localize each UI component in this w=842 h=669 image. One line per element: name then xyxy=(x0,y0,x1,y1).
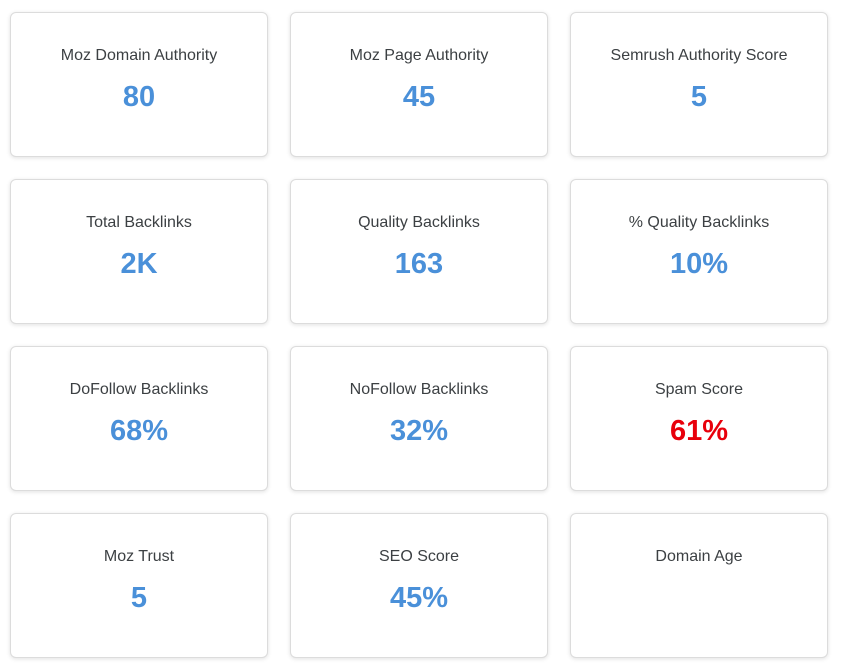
metric-value: 45% xyxy=(389,582,449,614)
metric-card-seo-score: SEO Score 45% xyxy=(290,513,548,658)
metric-card-moz-domain-authority: Moz Domain Authority 80 xyxy=(10,12,268,157)
metrics-grid: Moz Domain Authority 80 Moz Page Authori… xyxy=(10,12,828,658)
metric-card-domain-age: Domain Age xyxy=(570,513,828,658)
metric-value-danger: 61% xyxy=(669,415,729,447)
metric-card-quality-backlinks: Quality Backlinks 163 xyxy=(290,179,548,324)
metric-card-dofollow-backlinks: DoFollow Backlinks 68% xyxy=(10,346,268,491)
metric-label: Quality Backlinks xyxy=(358,214,480,231)
metric-card-moz-trust: Moz Trust 5 xyxy=(10,513,268,658)
metric-value: 32% xyxy=(389,415,449,447)
metric-label: Domain Age xyxy=(655,548,743,565)
metric-value: 68% xyxy=(109,415,169,447)
metric-card-pct-quality-backlinks: % Quality Backlinks 10% xyxy=(570,179,828,324)
metric-label: Semrush Authority Score xyxy=(610,47,788,64)
metric-label: Moz Domain Authority xyxy=(60,47,218,64)
metric-label: Total Backlinks xyxy=(86,214,192,231)
metric-value: 10% xyxy=(669,248,729,280)
metric-value: 5 xyxy=(690,81,708,113)
metric-card-nofollow-backlinks: NoFollow Backlinks 32% xyxy=(290,346,548,491)
metric-value: 163 xyxy=(394,248,444,280)
metric-value: 45 xyxy=(402,81,436,113)
metric-label: Moz Trust xyxy=(103,548,175,565)
metric-card-moz-page-authority: Moz Page Authority 45 xyxy=(290,12,548,157)
metric-label: NoFollow Backlinks xyxy=(349,381,489,398)
metric-label: Moz Page Authority xyxy=(349,47,489,64)
metric-card-semrush-authority-score: Semrush Authority Score 5 xyxy=(570,12,828,157)
metric-label: Spam Score xyxy=(654,381,744,398)
metric-value: 5 xyxy=(130,582,148,614)
metric-value: 2K xyxy=(120,248,158,280)
metric-card-total-backlinks: Total Backlinks 2K xyxy=(10,179,268,324)
metric-label: DoFollow Backlinks xyxy=(69,381,209,398)
metric-value: 80 xyxy=(122,81,156,113)
metric-label: SEO Score xyxy=(378,548,460,565)
metric-card-spam-score: Spam Score 61% xyxy=(570,346,828,491)
metric-label: % Quality Backlinks xyxy=(628,214,770,231)
